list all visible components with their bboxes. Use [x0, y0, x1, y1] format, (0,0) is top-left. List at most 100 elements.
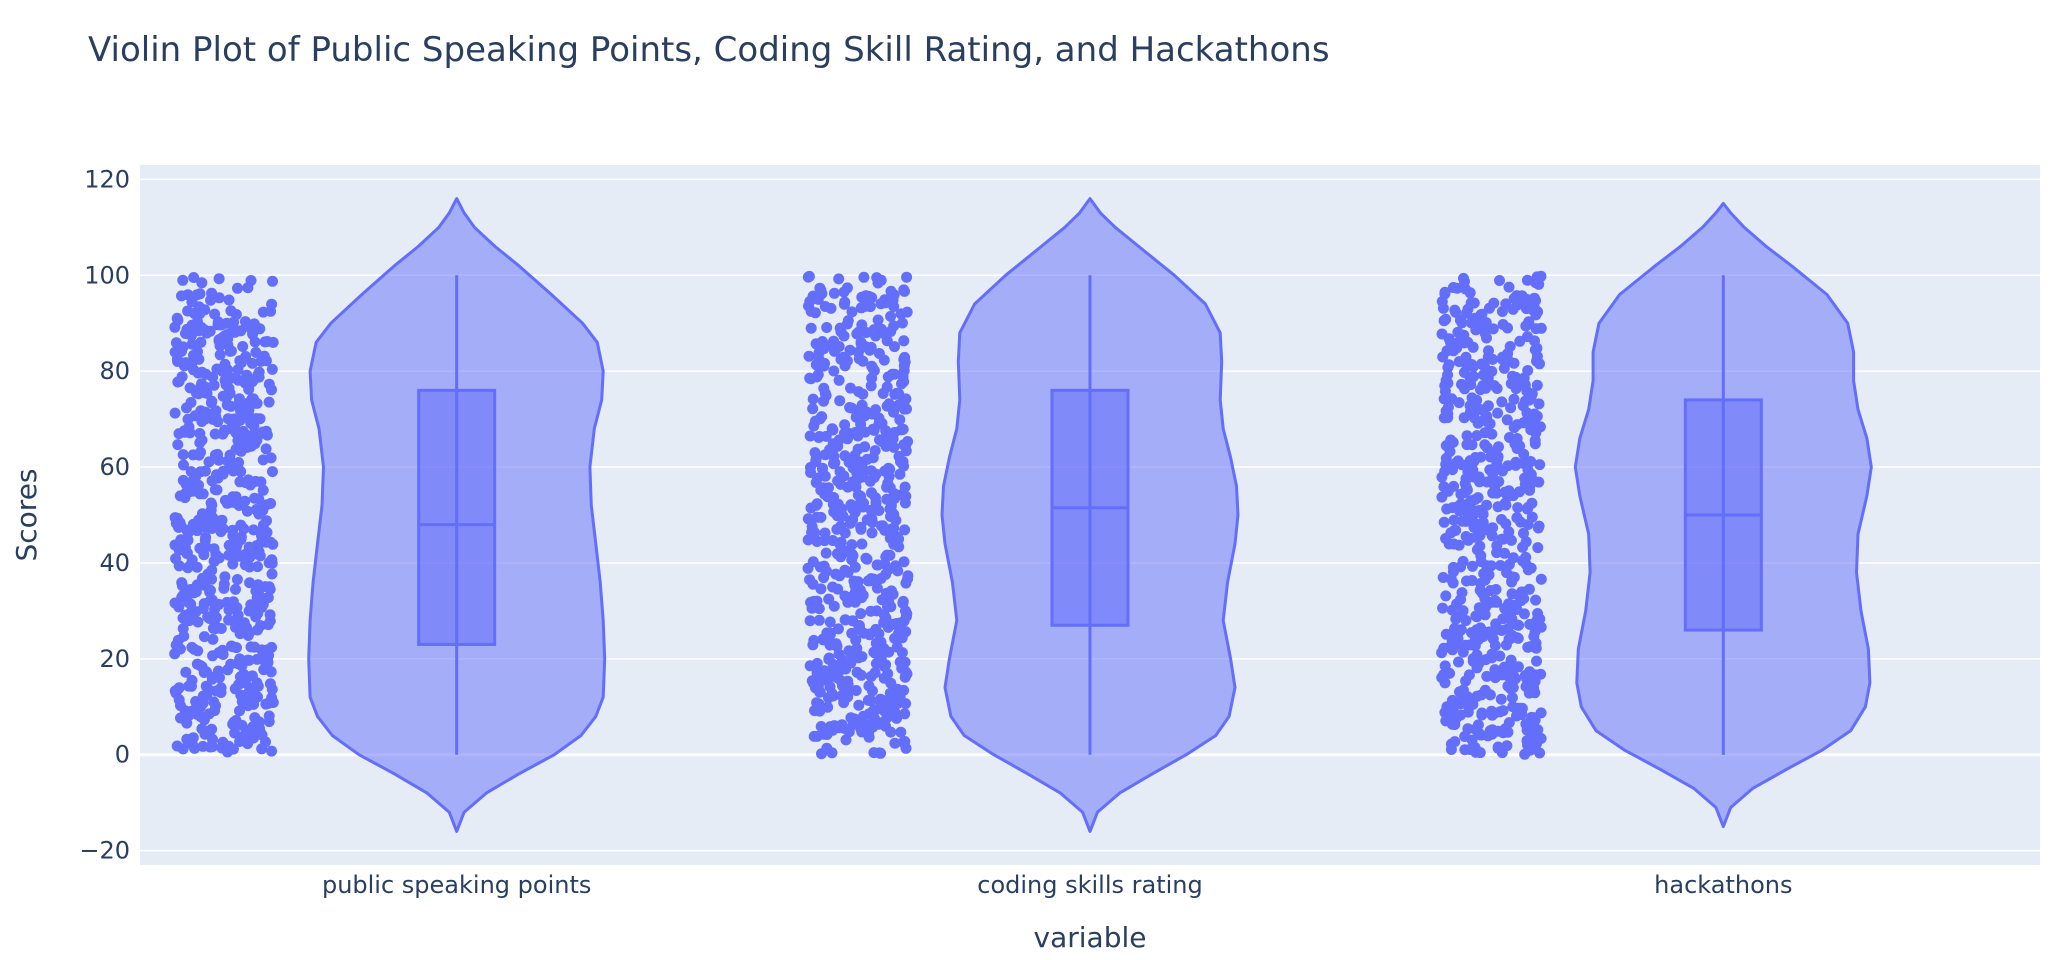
strip-point — [259, 529, 271, 541]
strip-point — [257, 484, 269, 496]
strip-point — [1499, 547, 1511, 559]
strip-point — [1460, 531, 1472, 542]
strip-point — [243, 654, 255, 666]
strip-point — [849, 580, 861, 591]
strip-point — [219, 358, 231, 370]
strip-point — [259, 581, 271, 593]
strip-point — [1460, 351, 1472, 363]
strip-point — [169, 321, 181, 333]
strip-point — [1471, 430, 1483, 442]
y-tick-label: 120 — [84, 165, 130, 193]
strip-point — [198, 324, 210, 335]
strip-point — [866, 527, 878, 539]
strip-point — [250, 346, 262, 358]
strip-point — [885, 726, 897, 738]
strip-point — [1473, 634, 1484, 645]
strip-point — [833, 374, 845, 386]
strip-point — [173, 601, 185, 613]
strip-point — [1522, 564, 1534, 576]
strip-point — [264, 678, 276, 690]
strip-point — [238, 617, 250, 629]
strip-point — [1437, 602, 1449, 614]
strip-point — [848, 458, 860, 470]
strip-point — [1494, 560, 1506, 571]
chart-title: Violin Plot of Public Speaking Points, C… — [88, 30, 1330, 70]
strip-point — [1447, 577, 1459, 589]
strip-point — [842, 315, 854, 327]
strip-point — [1496, 533, 1508, 545]
strip-point — [887, 618, 899, 630]
strip-point — [1474, 584, 1486, 596]
strip-point — [230, 543, 242, 555]
strip-point — [1486, 724, 1498, 736]
strip-point — [819, 527, 831, 539]
strip-point — [883, 471, 895, 483]
strip-point — [1476, 707, 1488, 719]
strip-point — [1460, 675, 1472, 687]
strip-point — [896, 647, 908, 659]
strip-point — [1520, 536, 1532, 548]
strip-point — [1437, 302, 1449, 314]
strip-point — [180, 609, 192, 621]
strip-point — [223, 740, 235, 752]
strip-point — [852, 489, 864, 501]
strip-point — [842, 433, 853, 445]
strip-point — [1531, 350, 1543, 362]
strip-point — [252, 680, 264, 692]
strip-point — [809, 307, 821, 319]
strip-point — [253, 508, 265, 520]
strip-point — [1502, 348, 1514, 360]
strip-point — [1476, 308, 1488, 320]
strip-point — [833, 648, 845, 660]
strip-point — [833, 273, 845, 285]
strip-point — [819, 357, 830, 369]
strip-point — [1516, 290, 1528, 302]
strip-point — [1530, 323, 1542, 335]
strip-point — [833, 434, 845, 446]
strip-point — [898, 460, 910, 472]
strip-point — [260, 443, 272, 455]
y-tick-label: −20 — [79, 837, 130, 865]
strip-point — [1494, 650, 1506, 662]
strip-point — [1467, 560, 1478, 572]
strip-point — [229, 683, 241, 695]
strip-point — [899, 708, 911, 720]
strip-point — [868, 646, 880, 658]
strip-point — [846, 554, 858, 566]
strip-point — [1492, 407, 1504, 419]
strip-point — [869, 667, 881, 679]
strip-point — [1520, 718, 1532, 730]
strip-point — [1519, 379, 1531, 391]
strip-point — [1462, 500, 1474, 512]
strip-point — [882, 601, 893, 613]
strip-point — [211, 363, 223, 375]
strip-point — [205, 294, 217, 306]
strip-point — [885, 326, 897, 337]
violin-group — [169, 197, 607, 833]
strip-point — [817, 482, 829, 494]
strip-point — [208, 671, 220, 683]
strip-point — [1467, 653, 1479, 665]
strip-point — [864, 475, 876, 487]
strip-point — [1532, 542, 1544, 554]
strip-point — [1526, 497, 1538, 509]
strip-point — [253, 366, 265, 378]
strip-point — [245, 275, 257, 286]
strip-point — [199, 387, 211, 399]
strip-point — [1513, 486, 1525, 498]
strip-point — [170, 517, 182, 529]
strip-point — [1451, 611, 1463, 623]
strip-point — [1506, 588, 1518, 600]
strip-point — [222, 455, 234, 467]
strip-point — [1528, 671, 1540, 682]
strip-point — [177, 743, 189, 755]
strip-point — [1480, 317, 1492, 329]
strip-point — [1505, 402, 1517, 414]
strip-point — [890, 514, 902, 526]
strip-point — [1532, 306, 1544, 318]
strip-point — [893, 628, 904, 639]
strip-point — [219, 424, 231, 436]
strip-point — [1487, 468, 1499, 480]
strip-point — [256, 427, 268, 439]
strip-point — [240, 399, 252, 411]
